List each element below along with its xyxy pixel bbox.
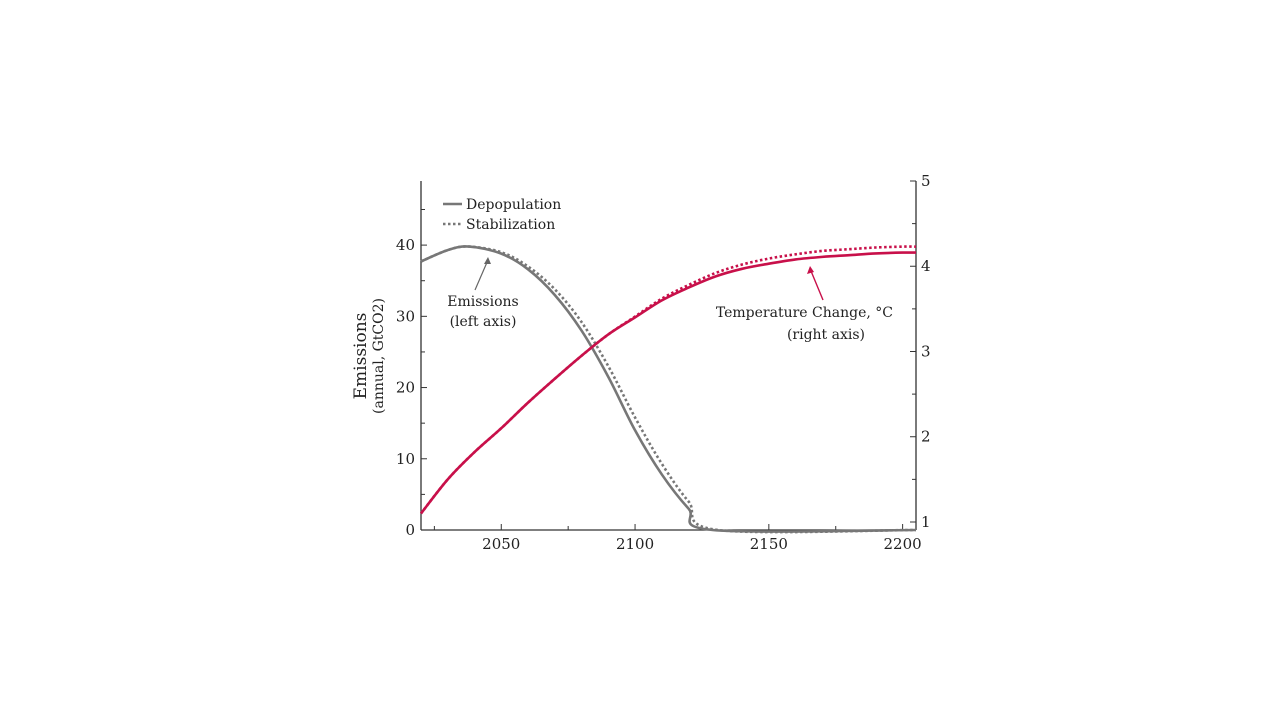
y-left-tick-label: 20 bbox=[396, 379, 415, 397]
series-line-emissions-stabilization bbox=[420, 245, 917, 534]
y-left-tick-label: 40 bbox=[396, 236, 415, 254]
emissions-arrow bbox=[474, 259, 489, 291]
emissions-arrowhead bbox=[484, 257, 491, 264]
legend-label-stabilization: Stabilization bbox=[466, 217, 555, 233]
emissions-annotation-line1: Emissions bbox=[447, 294, 518, 310]
legend-label-depopulation: Depopulation bbox=[466, 197, 561, 213]
axes: 2050 2100 2150 2200 0 10 20 30 40 1 2 3 4 5 bbox=[396, 172, 931, 553]
y-right-tick-label: 4 bbox=[921, 257, 931, 275]
series-group bbox=[419, 245, 917, 534]
y-left-tick-label: 0 bbox=[405, 521, 415, 539]
emissions-annotation: Emissions (left axis) bbox=[447, 257, 519, 330]
y-right-tick-label: 2 bbox=[921, 428, 931, 446]
y-axis-label: Emissions bbox=[351, 313, 371, 400]
y-right-tick-label: 5 bbox=[921, 172, 931, 190]
temperature-annotation-line1: Temperature Change, °C bbox=[716, 305, 893, 321]
temperature-arrowhead bbox=[807, 266, 814, 274]
temperature-annotation-line2: (right axis) bbox=[787, 327, 865, 343]
x-tick-label: 2100 bbox=[616, 535, 654, 553]
y-right-tick-label: 3 bbox=[921, 342, 931, 360]
legend: Depopulation Stabilization bbox=[443, 197, 561, 233]
y-left-tick-label: 30 bbox=[396, 307, 415, 325]
temperature-arrow bbox=[810, 270, 824, 301]
y-right-tick-label: 1 bbox=[921, 513, 931, 531]
y-axis-sublabel: (annual, GtCO2) bbox=[371, 298, 387, 414]
x-tick-label: 2050 bbox=[482, 535, 520, 553]
y-axis-title: Emissions (annual, GtCO2) bbox=[351, 298, 387, 414]
series-line-temperature-stabilization bbox=[419, 245, 917, 515]
emissions-annotation-line2: (left axis) bbox=[450, 314, 517, 330]
y-left-tick-label: 10 bbox=[396, 450, 415, 468]
series-line-emissions-depopulation bbox=[420, 245, 917, 533]
x-tick-label: 2150 bbox=[750, 535, 788, 553]
temperature-annotation: Temperature Change, °C (right axis) bbox=[716, 266, 893, 343]
x-tick-label: 2200 bbox=[884, 535, 922, 553]
